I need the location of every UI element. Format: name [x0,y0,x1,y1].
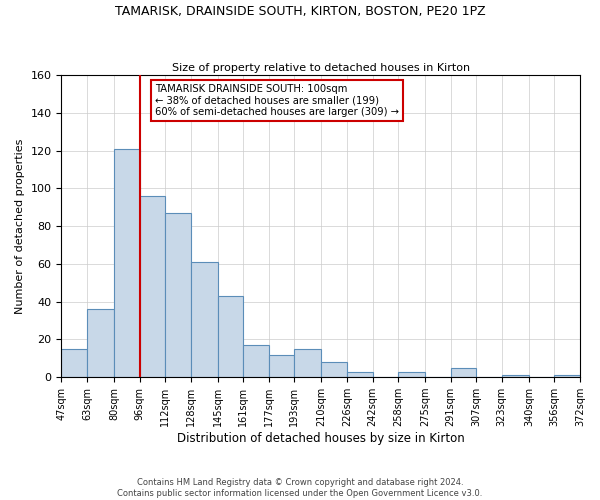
Bar [165,213,191,377]
Text: Contains HM Land Registry data © Crown copyright and database right 2024.
Contai: Contains HM Land Registry data © Crown c… [118,478,482,498]
Bar [398,372,425,377]
Bar [191,262,218,377]
Bar [502,376,529,377]
Bar [269,354,295,377]
Text: TAMARISK DRAINSIDE SOUTH: 100sqm
← 38% of detached houses are smaller (199)
60% : TAMARISK DRAINSIDE SOUTH: 100sqm ← 38% o… [155,84,399,117]
Bar [244,345,269,377]
Bar [347,372,373,377]
Y-axis label: Number of detached properties: Number of detached properties [15,138,25,314]
Bar [322,362,347,377]
Bar [451,368,476,377]
Bar [61,349,87,377]
Bar [218,296,244,377]
X-axis label: Distribution of detached houses by size in Kirton: Distribution of detached houses by size … [177,432,464,445]
Bar [114,149,140,377]
Bar [87,310,114,377]
Bar [554,376,580,377]
Text: TAMARISK, DRAINSIDE SOUTH, KIRTON, BOSTON, PE20 1PZ: TAMARISK, DRAINSIDE SOUTH, KIRTON, BOSTO… [115,5,485,18]
Title: Size of property relative to detached houses in Kirton: Size of property relative to detached ho… [172,63,470,73]
Bar [140,196,165,377]
Bar [295,349,322,377]
